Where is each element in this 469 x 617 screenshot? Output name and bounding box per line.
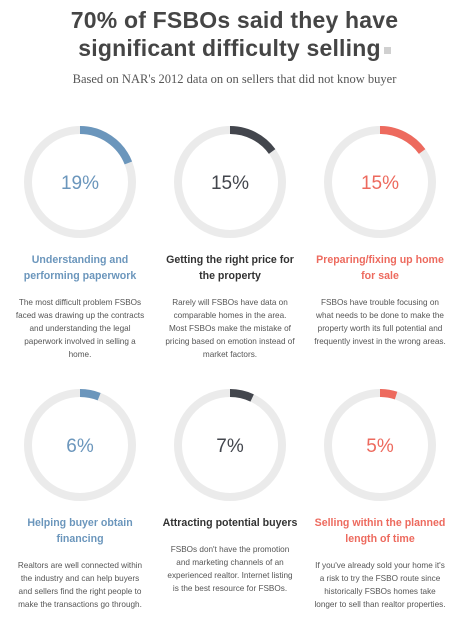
donut-value-label: 15% xyxy=(361,173,399,194)
item-description: Rarely will FSBOs have data on comparabl… xyxy=(165,298,295,359)
donut-cell: 5% Selling within the planned length of t… xyxy=(305,385,455,611)
donut-value-arc xyxy=(24,389,136,501)
item-heading: Getting the right price for the property xyxy=(166,254,294,282)
item-heading: Preparing/fixing up home for sale xyxy=(316,254,444,282)
donut-cell: 19% Understanding and performing paperwor… xyxy=(5,122,155,361)
item-heading: Attracting potential buyers xyxy=(162,517,298,529)
item-description: The most difficult problem FSBOs faced w… xyxy=(15,298,145,359)
donut-chart: 15% xyxy=(324,126,436,238)
donut-value-arc xyxy=(174,126,286,238)
donut-cell: 6% Helping buyer obtain financing Realtors… xyxy=(5,385,155,611)
title-line-1: 70% of FSBOs said they have xyxy=(70,7,399,33)
item-description: Realtors are well connected within the i… xyxy=(17,561,143,609)
item-heading: Selling within the planned length of tim… xyxy=(314,517,446,545)
item-heading: Helping buyer obtain financing xyxy=(27,517,133,545)
item-description: If you've already sold your home it's a … xyxy=(314,561,446,609)
title-line-2: significant difficulty selling xyxy=(78,35,381,61)
donut-cell: 15% Getting the right price for the prope… xyxy=(155,122,305,361)
donut-value-arc xyxy=(324,126,436,238)
item-heading: Understanding and performing paperwork xyxy=(23,254,137,282)
donut-value-label: 19% xyxy=(61,173,99,194)
subtitle: Based on NAR's 2012 data on on sellers t… xyxy=(72,72,397,86)
donut-value-label: 7% xyxy=(216,436,244,457)
donut-chart: 6% xyxy=(24,389,136,501)
donut-chart: 15% xyxy=(174,126,286,238)
donut-value-arc xyxy=(324,389,436,501)
donut-chart: 5% xyxy=(324,389,436,501)
donut-value-arc xyxy=(174,389,286,501)
donut-chart: 19% xyxy=(24,126,136,238)
donut-cell: 7% Attracting potential buyers FSBOs don't… xyxy=(155,385,305,595)
donut-value-label: 15% xyxy=(211,173,249,194)
square-mark-icon xyxy=(383,47,391,54)
item-description: FSBOs have trouble focusing on what need… xyxy=(314,298,446,346)
donut-value-label: 5% xyxy=(366,436,394,457)
donut-value-label: 6% xyxy=(66,436,94,457)
page-title: 70% of FSBOs said they have significant … xyxy=(0,6,469,62)
donut-value-arc xyxy=(24,126,136,238)
donut-chart: 7% xyxy=(174,389,286,501)
donut-cell: 15% Preparing/fixing up home for sale FSBO… xyxy=(305,122,455,348)
item-description: FSBOs don't have the promotion and marke… xyxy=(167,545,293,593)
